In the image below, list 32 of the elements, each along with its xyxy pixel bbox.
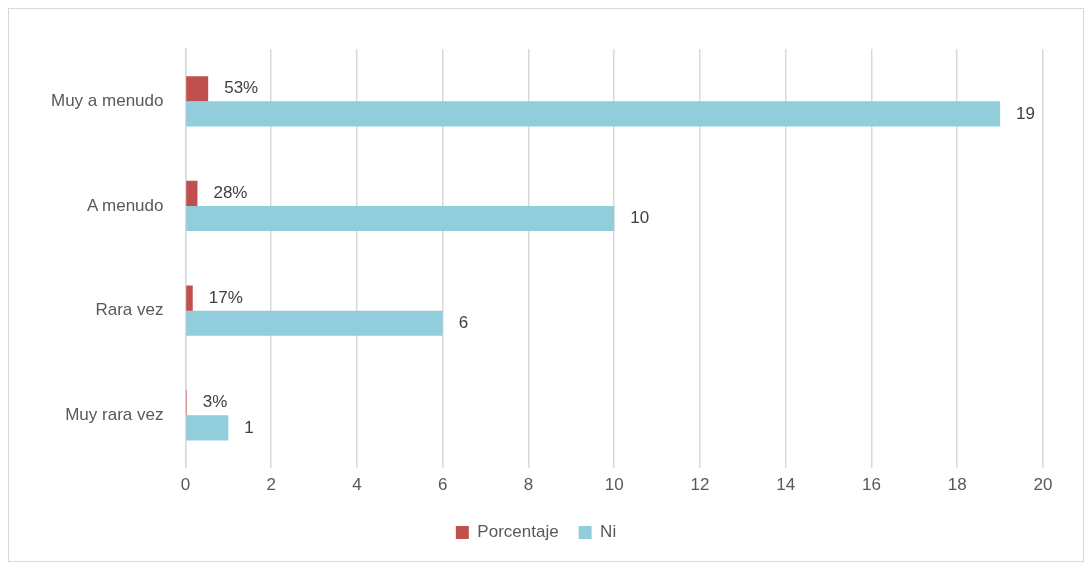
x-tick-label: 10 [604,475,624,495]
data-label: 19 [1016,103,1036,123]
x-tick-label: 0 [180,475,191,495]
x-tick-label: 8 [523,475,534,495]
bar [186,310,443,336]
bar [186,76,209,102]
x-tick-label: 18 [947,475,967,495]
x-tick-label: 12 [690,475,710,495]
data-label: 6 [458,312,469,332]
y-tick-label: Rara vez [95,300,164,320]
y-tick-label: Muy a menudo [51,91,164,111]
data-label: 28% [213,183,248,203]
bar [186,180,198,206]
bar [186,415,229,441]
data-label: 3% [202,392,228,412]
x-tick-label: 16 [862,475,881,495]
y-tick-label: A menudo [86,195,164,215]
data-label: 1 [244,417,254,437]
data-label: 17% [208,287,243,307]
x-tick-label: 6 [437,475,448,495]
x-tick-label: 20 [1033,475,1053,495]
y-tick-label: Muy rara vez [65,404,164,424]
legend-label: Porcentaje [477,522,559,542]
data-label: 53% [224,78,259,98]
bar [186,101,1001,127]
legend-label: Ni [600,522,617,542]
bar [186,285,193,311]
x-tick-label: 2 [266,475,276,495]
bar [186,205,615,232]
x-tick-label: 14 [776,475,796,495]
x-tick-label: 4 [352,475,362,495]
data-label: 10 [630,208,650,228]
